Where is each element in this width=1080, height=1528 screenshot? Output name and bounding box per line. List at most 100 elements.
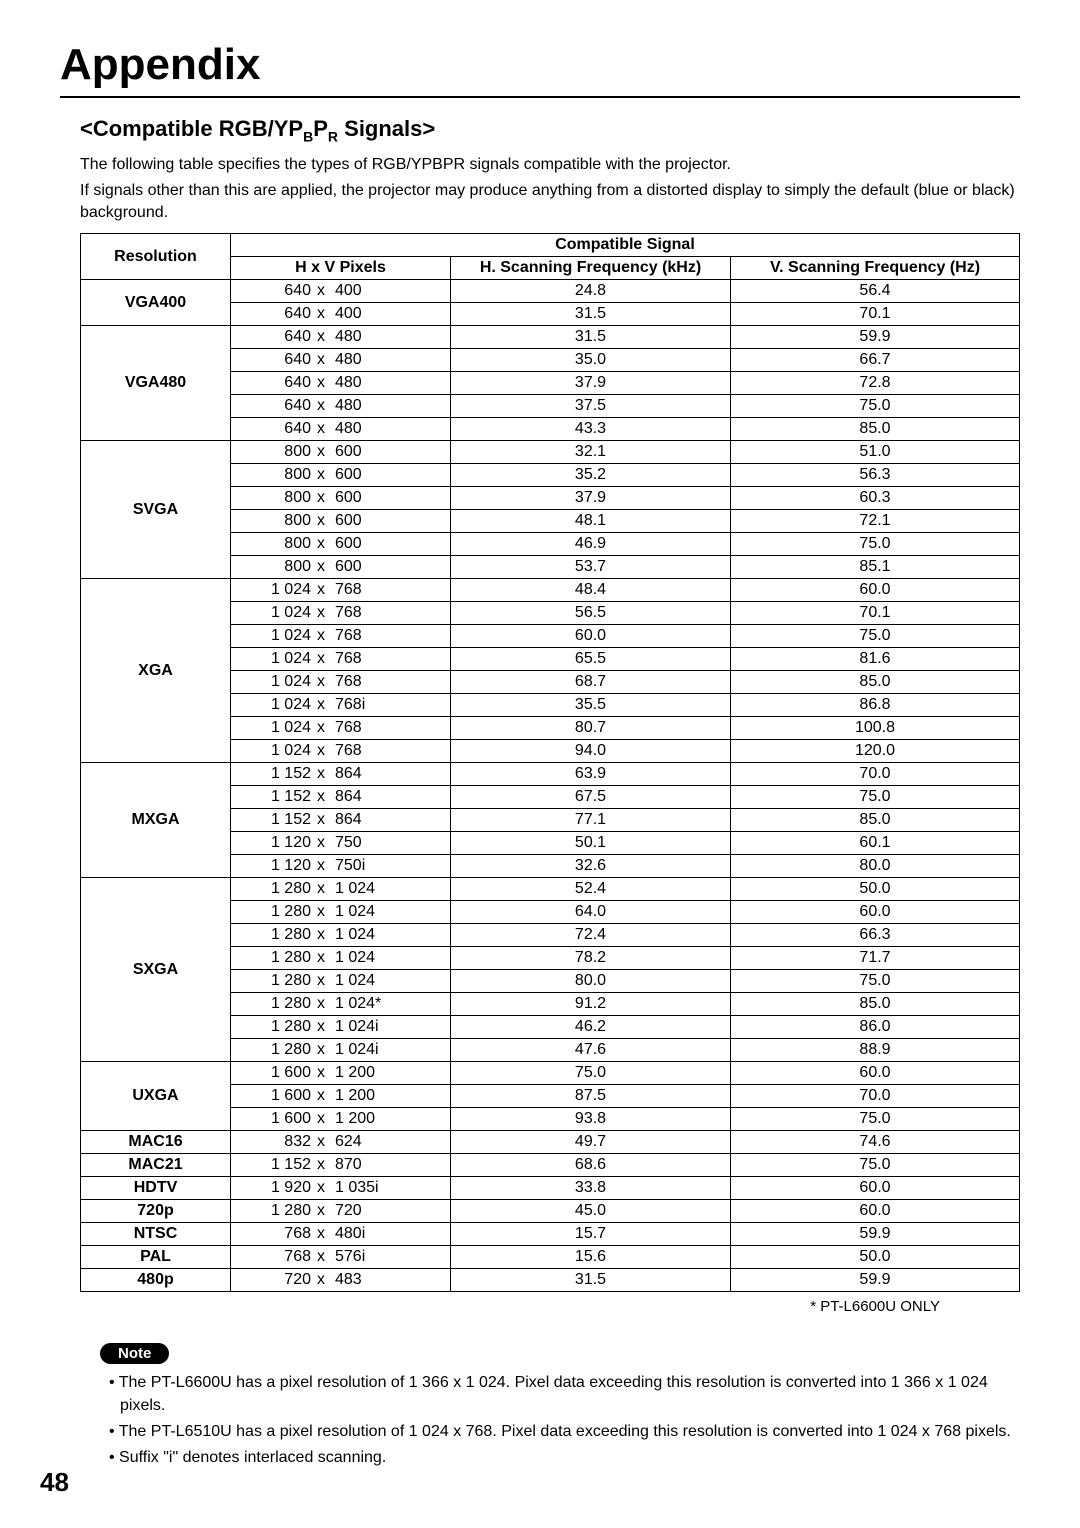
table-row: SVGA800x60032.151.0 xyxy=(81,441,1020,464)
vfreq-cell: 75.0 xyxy=(731,625,1020,648)
vfreq-cell: 59.9 xyxy=(731,1269,1020,1292)
vfreq-cell: 66.3 xyxy=(731,924,1020,947)
resolution-label: VGA400 xyxy=(81,280,231,326)
hv-pixels-cell: 1 920x1 035i xyxy=(231,1177,451,1200)
intro-line-1: The following table specifies the types … xyxy=(80,154,1020,176)
signals-table: Resolution Compatible Signal H x V Pixel… xyxy=(80,233,1020,1292)
hv-pixels-cell: 1 024x768 xyxy=(231,602,451,625)
table-row: HDTV1 920x1 035i33.860.0 xyxy=(81,1177,1020,1200)
hv-pixels-cell: 1 152x864 xyxy=(231,763,451,786)
vfreq-cell: 51.0 xyxy=(731,441,1020,464)
hfreq-cell: 48.1 xyxy=(451,510,731,533)
table-row: NTSC768x480i15.759.9 xyxy=(81,1223,1020,1246)
hfreq-cell: 50.1 xyxy=(451,832,731,855)
hfreq-cell: 47.6 xyxy=(451,1039,731,1062)
footnote: * PT-L6600U ONLY xyxy=(60,1298,940,1315)
hv-pixels-cell: 1 120x750 xyxy=(231,832,451,855)
title-rule xyxy=(60,96,1020,98)
hfreq-cell: 35.5 xyxy=(451,694,731,717)
th-compatible-signal: Compatible Signal xyxy=(231,234,1020,257)
hfreq-cell: 80.0 xyxy=(451,970,731,993)
vfreq-cell: 120.0 xyxy=(731,740,1020,763)
vfreq-cell: 85.0 xyxy=(731,993,1020,1016)
hv-pixels-cell: 1 600x1 200 xyxy=(231,1108,451,1131)
table-row: 720p1 280x72045.060.0 xyxy=(81,1200,1020,1223)
vfreq-cell: 60.0 xyxy=(731,579,1020,602)
hfreq-cell: 49.7 xyxy=(451,1131,731,1154)
resolution-label: MAC21 xyxy=(81,1154,231,1177)
hv-pixels-cell: 800x600 xyxy=(231,464,451,487)
hv-pixels-cell: 720x483 xyxy=(231,1269,451,1292)
hv-pixels-cell: 640x400 xyxy=(231,303,451,326)
vfreq-cell: 59.9 xyxy=(731,326,1020,349)
table-row: PAL768x576i15.650.0 xyxy=(81,1246,1020,1269)
hfreq-cell: 78.2 xyxy=(451,947,731,970)
hfreq-cell: 65.5 xyxy=(451,648,731,671)
hfreq-cell: 32.6 xyxy=(451,855,731,878)
hv-pixels-cell: 768x576i xyxy=(231,1246,451,1269)
hv-pixels-cell: 1 280x1 024 xyxy=(231,924,451,947)
hv-pixels-cell: 800x600 xyxy=(231,533,451,556)
vfreq-cell: 75.0 xyxy=(731,1154,1020,1177)
vfreq-cell: 75.0 xyxy=(731,1108,1020,1131)
note-bullet: • Suffix "i" denotes interlaced scanning… xyxy=(120,1447,1020,1469)
hv-pixels-cell: 1 024x768 xyxy=(231,740,451,763)
vfreq-cell: 80.0 xyxy=(731,855,1020,878)
page-title: Appendix xyxy=(60,40,1020,90)
hfreq-cell: 68.7 xyxy=(451,671,731,694)
vfreq-cell: 72.8 xyxy=(731,372,1020,395)
table-row: 480p720x48331.559.9 xyxy=(81,1269,1020,1292)
vfreq-cell: 86.8 xyxy=(731,694,1020,717)
hv-pixels-cell: 800x600 xyxy=(231,441,451,464)
hfreq-cell: 31.5 xyxy=(451,303,731,326)
hv-pixels-cell: 800x600 xyxy=(231,487,451,510)
table-row: MAC16832x62449.774.6 xyxy=(81,1131,1020,1154)
vfreq-cell: 74.6 xyxy=(731,1131,1020,1154)
hv-pixels-cell: 640x480 xyxy=(231,349,451,372)
resolution-label: HDTV xyxy=(81,1177,231,1200)
hv-pixels-cell: 800x600 xyxy=(231,510,451,533)
hfreq-cell: 56.5 xyxy=(451,602,731,625)
hfreq-cell: 87.5 xyxy=(451,1085,731,1108)
vfreq-cell: 75.0 xyxy=(731,395,1020,418)
table-row: VGA480640x48031.559.9 xyxy=(81,326,1020,349)
table-row: MAC211 152x87068.675.0 xyxy=(81,1154,1020,1177)
th-vfreq: V. Scanning Frequency (Hz) xyxy=(731,257,1020,280)
note-bullet: • The PT-L6510U has a pixel resolution o… xyxy=(120,1421,1020,1443)
resolution-label: MXGA xyxy=(81,763,231,878)
table-row: SXGA1 280x1 02452.450.0 xyxy=(81,878,1020,901)
hfreq-cell: 60.0 xyxy=(451,625,731,648)
hfreq-cell: 77.1 xyxy=(451,809,731,832)
vfreq-cell: 60.0 xyxy=(731,1062,1020,1085)
hv-pixels-cell: 1 024x768 xyxy=(231,648,451,671)
vfreq-cell: 60.3 xyxy=(731,487,1020,510)
vfreq-cell: 72.1 xyxy=(731,510,1020,533)
hv-pixels-cell: 1 600x1 200 xyxy=(231,1085,451,1108)
vfreq-cell: 85.0 xyxy=(731,418,1020,441)
hfreq-cell: 33.8 xyxy=(451,1177,731,1200)
resolution-label: MAC16 xyxy=(81,1131,231,1154)
vfreq-cell: 60.0 xyxy=(731,901,1020,924)
hv-pixels-cell: 832x624 xyxy=(231,1131,451,1154)
hv-pixels-cell: 1 280x1 024i xyxy=(231,1039,451,1062)
hv-pixels-cell: 800x600 xyxy=(231,556,451,579)
intro-line-2: If signals other than this are applied, … xyxy=(80,180,1020,223)
vfreq-cell: 60.0 xyxy=(731,1200,1020,1223)
hfreq-cell: 75.0 xyxy=(451,1062,731,1085)
resolution-label: UXGA xyxy=(81,1062,231,1131)
hv-pixels-cell: 1 024x768 xyxy=(231,579,451,602)
hv-pixels-cell: 640x480 xyxy=(231,326,451,349)
resolution-label: PAL xyxy=(81,1246,231,1269)
vfreq-cell: 85.0 xyxy=(731,809,1020,832)
vfreq-cell: 56.3 xyxy=(731,464,1020,487)
hv-pixels-cell: 1 280x1 024i xyxy=(231,1016,451,1039)
vfreq-cell: 70.1 xyxy=(731,303,1020,326)
hfreq-cell: 15.7 xyxy=(451,1223,731,1246)
table-row: VGA400640x40024.856.4 xyxy=(81,280,1020,303)
vfreq-cell: 100.8 xyxy=(731,717,1020,740)
vfreq-cell: 71.7 xyxy=(731,947,1020,970)
hv-pixels-cell: 640x480 xyxy=(231,418,451,441)
hv-pixels-cell: 1 600x1 200 xyxy=(231,1062,451,1085)
hfreq-cell: 35.0 xyxy=(451,349,731,372)
hv-pixels-cell: 1 120x750i xyxy=(231,855,451,878)
